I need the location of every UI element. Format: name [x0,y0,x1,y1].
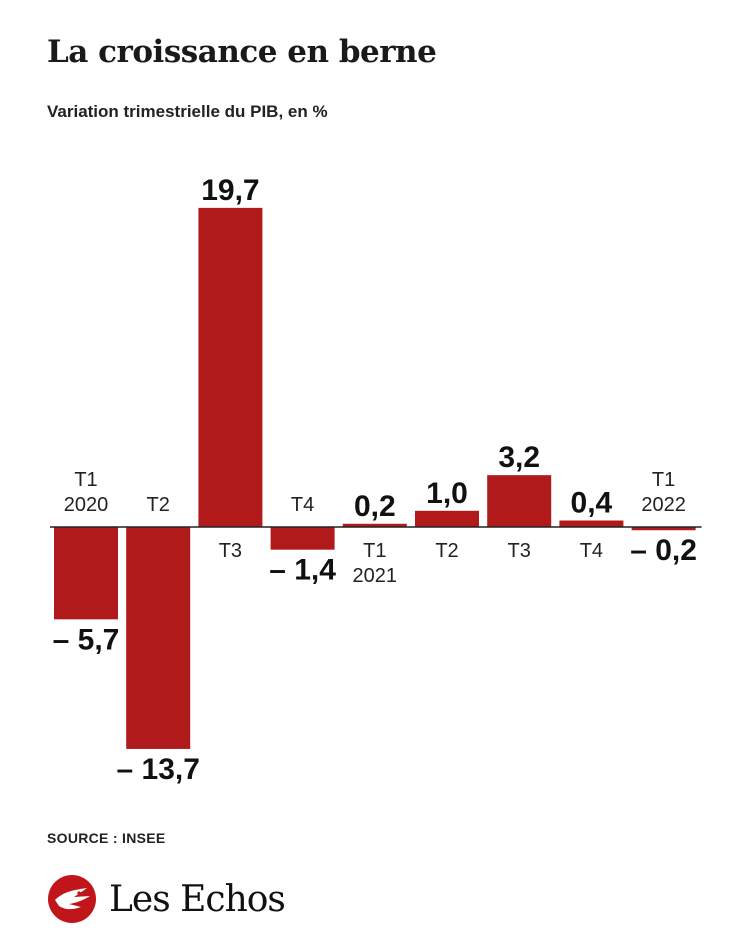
source-note: SOURCE : INSEE [47,830,166,846]
tick-label: 2021 [353,565,398,587]
brand-logo: Les Echos [47,872,286,926]
tick-label: T3 [219,540,242,562]
tick-label: T4 [291,494,314,516]
tick-label: T1 [652,469,675,491]
tick-label: T2 [435,540,458,562]
data-label: 0,4 [571,487,613,520]
brand-name: Les Echos [109,878,286,920]
chart-subtitle: Variation trimestrielle du PIB, en % [47,102,328,121]
data-label: 19,7 [201,174,259,207]
tick-label: T3 [508,540,531,562]
bar [559,520,624,527]
tick-label: T2 [147,494,170,516]
bar [487,475,552,527]
bar [342,523,407,527]
bar [270,527,335,550]
tick-label: T1 [74,469,97,491]
chart-title: La croissance en berne [47,34,437,70]
tick-label: 2020 [64,494,109,516]
bar [54,527,118,620]
tick-label: T4 [580,540,603,562]
tick-label: 2022 [641,494,686,516]
data-label: – 1,4 [269,554,336,587]
bar [126,527,191,749]
data-label: 1,0 [426,477,468,510]
tick-label: T1 [363,540,386,562]
data-label: – 0,2 [630,534,697,567]
bird-logo-icon [48,875,96,923]
data-label: – 13,7 [116,753,199,786]
data-label: – 5,7 [53,623,120,656]
bar [415,510,479,527]
bar [198,207,263,528]
bar [631,527,696,531]
data-label: 0,2 [354,490,396,523]
data-label: 3,2 [498,441,540,474]
